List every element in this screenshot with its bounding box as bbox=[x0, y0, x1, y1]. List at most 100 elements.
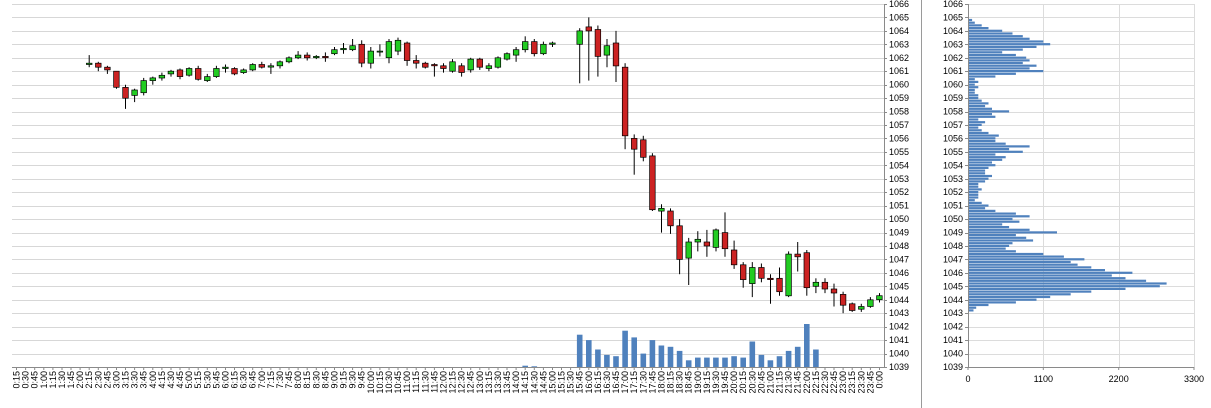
candle-body bbox=[231, 68, 238, 75]
profile-bar bbox=[968, 113, 992, 116]
volume-bar bbox=[776, 356, 783, 367]
price-y-tick-label: 1065 bbox=[889, 12, 909, 22]
profile-bar bbox=[968, 274, 1112, 277]
candle-body bbox=[522, 41, 529, 51]
candle-body bbox=[612, 42, 620, 67]
profile-y-tick-label: 1062 bbox=[943, 53, 963, 63]
profile-bar bbox=[968, 295, 1051, 299]
time-x-tick-label: 1:00 bbox=[39, 371, 49, 389]
time-x-tick-label: 17:15 bbox=[629, 371, 639, 394]
time-x-tick-label: 0:15 bbox=[12, 371, 22, 389]
candle-body bbox=[749, 267, 756, 284]
candle-body bbox=[740, 264, 747, 280]
profile-bar bbox=[968, 48, 1023, 51]
profile-bar bbox=[968, 24, 982, 27]
candle-body bbox=[467, 58, 474, 71]
time-x-tick-label: 11:45 bbox=[429, 371, 439, 393]
time-x-tick-label: 20:00 bbox=[729, 371, 739, 394]
volume-bar bbox=[676, 350, 683, 367]
time-x-tick-label: 19:00 bbox=[693, 371, 703, 394]
time-x-tick-label: 19:45 bbox=[720, 371, 730, 394]
profile-bar bbox=[968, 67, 1030, 70]
time-x-tick-label: 10:45 bbox=[393, 371, 403, 394]
price-y-tick-label: 1047 bbox=[889, 254, 909, 264]
price-y-tick-labels: 1039 1040 1041 1042 1043 1044 1045 1046 1047 1048… bbox=[884, 0, 909, 372]
profile-y-tick-label: 1044 bbox=[943, 295, 963, 305]
candle-body bbox=[603, 45, 611, 56]
price-y-tick-label: 1055 bbox=[889, 147, 909, 157]
candle-body bbox=[122, 87, 129, 99]
time-x-tick-label: 7:00 bbox=[257, 371, 267, 389]
price-gridlines bbox=[12, 4, 884, 368]
profile-bar bbox=[968, 279, 1147, 282]
volume-profile-chart: 1039 1040 1041 1042 1043 1044 1045 1046 1047 1048… bbox=[943, 0, 1204, 384]
price-y-tick-label: 1052 bbox=[889, 187, 909, 197]
profile-bar bbox=[968, 99, 982, 102]
time-x-tick-label: 7:45 bbox=[284, 371, 294, 389]
candle-body bbox=[649, 155, 656, 211]
profile-bar bbox=[968, 27, 989, 30]
candle-body bbox=[204, 76, 211, 81]
profile-bar bbox=[968, 177, 989, 180]
candle-body bbox=[794, 253, 801, 258]
candle-body bbox=[858, 306, 865, 310]
candle-body bbox=[576, 30, 583, 45]
profile-y-tick-label: 1061 bbox=[943, 66, 963, 76]
profile-bar bbox=[968, 212, 1016, 215]
time-x-tick-label: 4:45 bbox=[175, 371, 185, 389]
candle-body bbox=[594, 29, 602, 57]
profile-bar bbox=[968, 51, 1003, 54]
price-y-tick-label: 1048 bbox=[889, 241, 909, 251]
profile-y-tick-label: 1053 bbox=[943, 174, 963, 184]
profile-bars bbox=[968, 18, 1167, 312]
time-x-tick-label: 8:30 bbox=[311, 371, 321, 389]
price-y-tick-label: 1041 bbox=[889, 335, 909, 345]
time-x-tick-label: 0:45 bbox=[30, 371, 40, 389]
profile-bar bbox=[968, 287, 1126, 290]
profile-bar bbox=[968, 226, 1010, 229]
time-x-tick-label: 4:00 bbox=[148, 371, 158, 389]
profile-bar bbox=[968, 201, 982, 204]
candle-body bbox=[476, 58, 483, 68]
profile-bar bbox=[968, 250, 1016, 253]
profile-y-tick-label: 1065 bbox=[943, 12, 963, 22]
candle-body bbox=[776, 277, 783, 293]
time-x-tick-label: 6:15 bbox=[230, 371, 240, 389]
time-x-tick-label: 2:15 bbox=[84, 371, 94, 389]
candle-body bbox=[621, 66, 629, 137]
profile-bar bbox=[968, 220, 1020, 223]
time-x-tick-label: 15:15 bbox=[557, 371, 567, 394]
profile-bar bbox=[968, 59, 1030, 62]
volume-bar bbox=[695, 357, 701, 367]
time-x-tick-label: 22:15 bbox=[811, 371, 821, 394]
profile-bar bbox=[968, 199, 975, 202]
candle-body bbox=[503, 53, 511, 60]
profile-bar bbox=[968, 193, 979, 196]
time-x-tick-label: 6:30 bbox=[239, 371, 249, 389]
profile-bar bbox=[968, 252, 1044, 256]
price-y-tick-label: 1060 bbox=[889, 80, 909, 90]
price-plot-frame bbox=[12, 4, 885, 368]
candle-body bbox=[640, 139, 647, 158]
profile-bar bbox=[968, 150, 1023, 153]
candle-body bbox=[849, 303, 856, 311]
time-x-tick-label: 3:45 bbox=[139, 371, 149, 389]
candle-body bbox=[830, 288, 838, 294]
volume-bar bbox=[531, 366, 538, 367]
time-x-tick-label: 9:30 bbox=[348, 371, 358, 389]
profile-y-tick-label: 1048 bbox=[943, 241, 963, 251]
volume-bar bbox=[613, 356, 619, 367]
time-x-tick-label: 21:15 bbox=[775, 371, 785, 394]
profile-bar bbox=[968, 260, 1071, 264]
time-x-tick-label: 11:30 bbox=[420, 371, 430, 393]
profile-bar bbox=[968, 301, 1016, 304]
time-x-tick-label: 1:30 bbox=[57, 371, 67, 389]
time-x-tick-label: 10:30 bbox=[384, 371, 394, 394]
profile-x-tick-label: 0 bbox=[965, 374, 970, 384]
candle-body bbox=[676, 225, 683, 260]
candle-body bbox=[285, 57, 293, 63]
profile-bar bbox=[968, 182, 979, 186]
profile-bar bbox=[968, 80, 979, 83]
profile-y-tick-label: 1057 bbox=[943, 120, 963, 130]
time-x-tick-label: 22:00 bbox=[802, 371, 812, 394]
